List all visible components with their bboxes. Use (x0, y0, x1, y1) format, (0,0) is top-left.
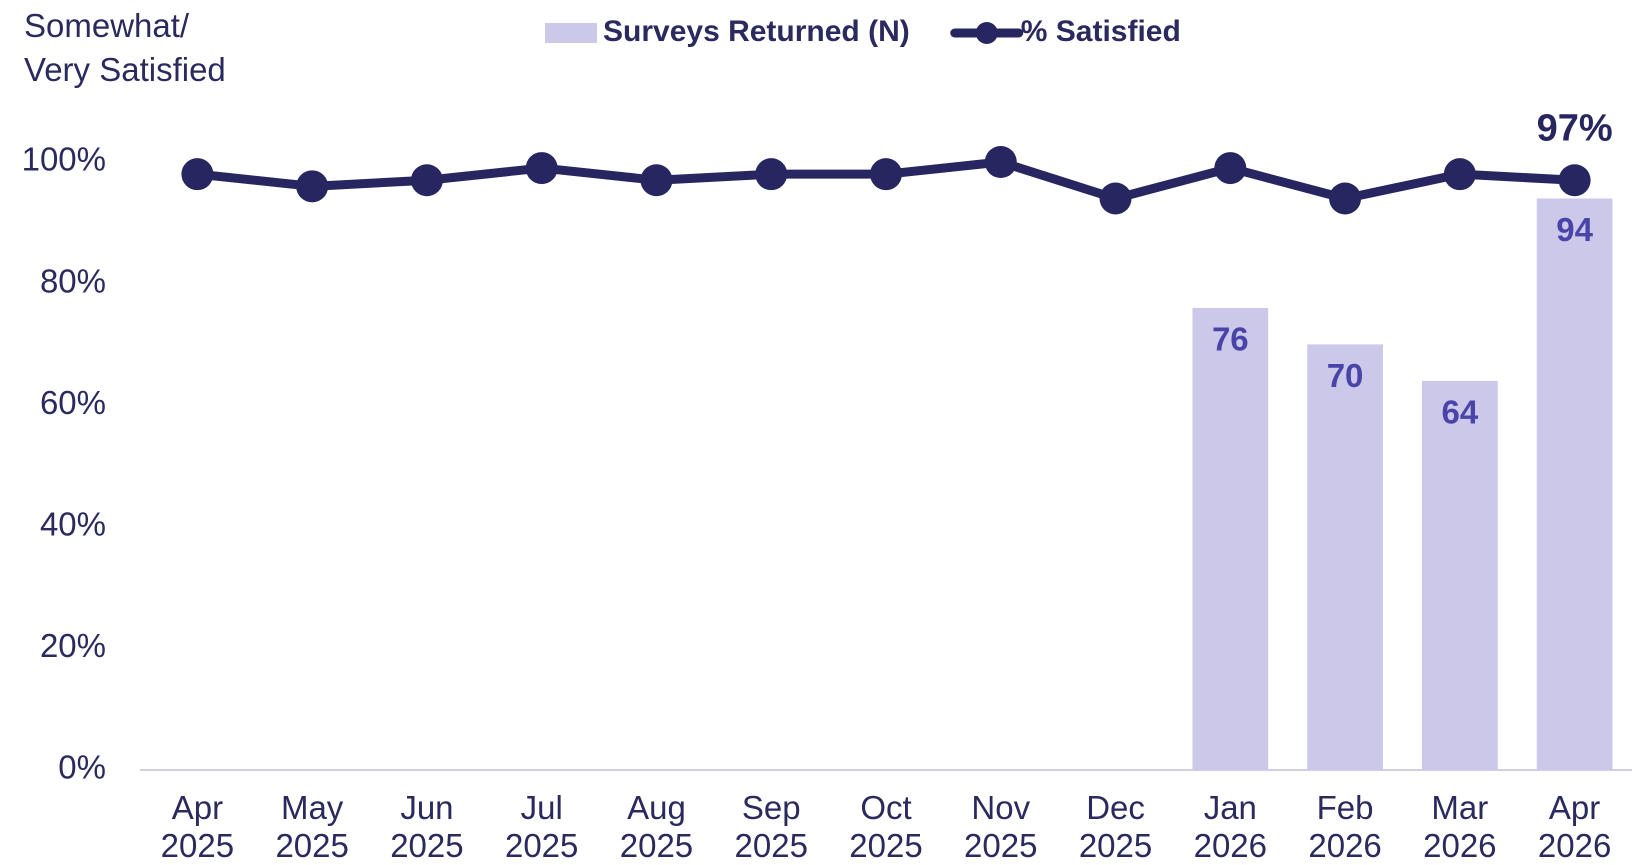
bar (1421, 380, 1498, 770)
x-tick-label: Oct 2025 (849, 789, 922, 864)
legend-swatch (545, 23, 597, 43)
x-tick-label: Apr 2025 (161, 789, 234, 864)
legend-swatch (975, 22, 998, 44)
x-tick-label: Feb 2026 (1308, 789, 1381, 864)
line-point (525, 152, 558, 185)
x-tick-label: Nov 2025 (964, 789, 1037, 864)
bar (1192, 307, 1269, 770)
x-tick-label: Sep 2025 (735, 789, 808, 864)
x-tick-label: Mar 2026 (1423, 789, 1496, 864)
y-tick-label: 80% (40, 262, 106, 299)
line-point (410, 164, 443, 197)
x-tick-label: Dec 2025 (1079, 789, 1152, 864)
line-point (640, 164, 673, 197)
y-tick-label: 20% (40, 627, 106, 664)
bar-value-label: 76 (1212, 321, 1249, 358)
line-point (1214, 152, 1247, 185)
line-point (1443, 158, 1476, 191)
x-tick-label: Jan 2026 (1194, 789, 1267, 864)
line-point (1558, 164, 1591, 197)
line-point (755, 158, 788, 191)
line-point (296, 170, 329, 203)
legend-label: Surveys Returned (N) (603, 15, 910, 48)
x-tick-label: Apr 2026 (1538, 789, 1611, 864)
legend-label: % Satisfied (1021, 15, 1181, 48)
line-point (984, 146, 1017, 178)
bar-value-label: 70 (1327, 357, 1364, 394)
line-point (1099, 182, 1132, 215)
bar-value-label: 94 (1556, 211, 1593, 248)
point-value-label: 97% (1537, 107, 1613, 149)
x-tick-label: Jul 2025 (505, 789, 578, 864)
bar (1536, 198, 1613, 771)
line-point (870, 158, 902, 191)
x-tick-label: Jun 2025 (390, 789, 463, 864)
y-tick-label: 60% (40, 384, 106, 421)
y-axis-title: Somewhat/ Very Satisfied (24, 7, 226, 88)
y-tick-label: 40% (40, 506, 106, 543)
x-tick-label: May 2025 (275, 789, 348, 864)
line-point (1329, 182, 1362, 215)
x-tick-label: Aug 2025 (620, 789, 693, 864)
bar-value-label: 64 (1441, 394, 1478, 431)
y-tick-label: 100% (22, 141, 106, 178)
bar (1307, 344, 1383, 770)
y-tick-label: 0% (58, 749, 106, 786)
line-point (181, 158, 214, 191)
